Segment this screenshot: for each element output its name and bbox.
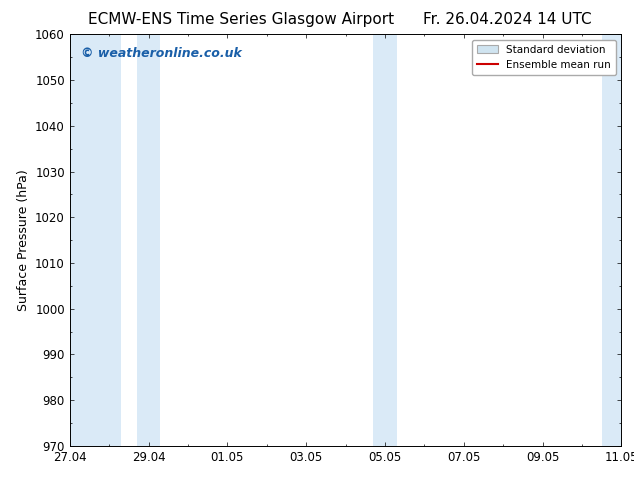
Bar xyxy=(70,34,121,446)
Y-axis label: Surface Pressure (hPa): Surface Pressure (hPa) xyxy=(16,169,30,311)
Bar xyxy=(137,34,160,446)
Text: ECMW-ENS Time Series Glasgow Airport: ECMW-ENS Time Series Glasgow Airport xyxy=(88,12,394,27)
Text: © weatheronline.co.uk: © weatheronline.co.uk xyxy=(81,47,242,60)
Legend: Standard deviation, Ensemble mean run: Standard deviation, Ensemble mean run xyxy=(472,40,616,75)
Text: Fr. 26.04.2024 14 UTC: Fr. 26.04.2024 14 UTC xyxy=(423,12,592,27)
Bar xyxy=(602,34,621,446)
Bar xyxy=(373,34,397,446)
